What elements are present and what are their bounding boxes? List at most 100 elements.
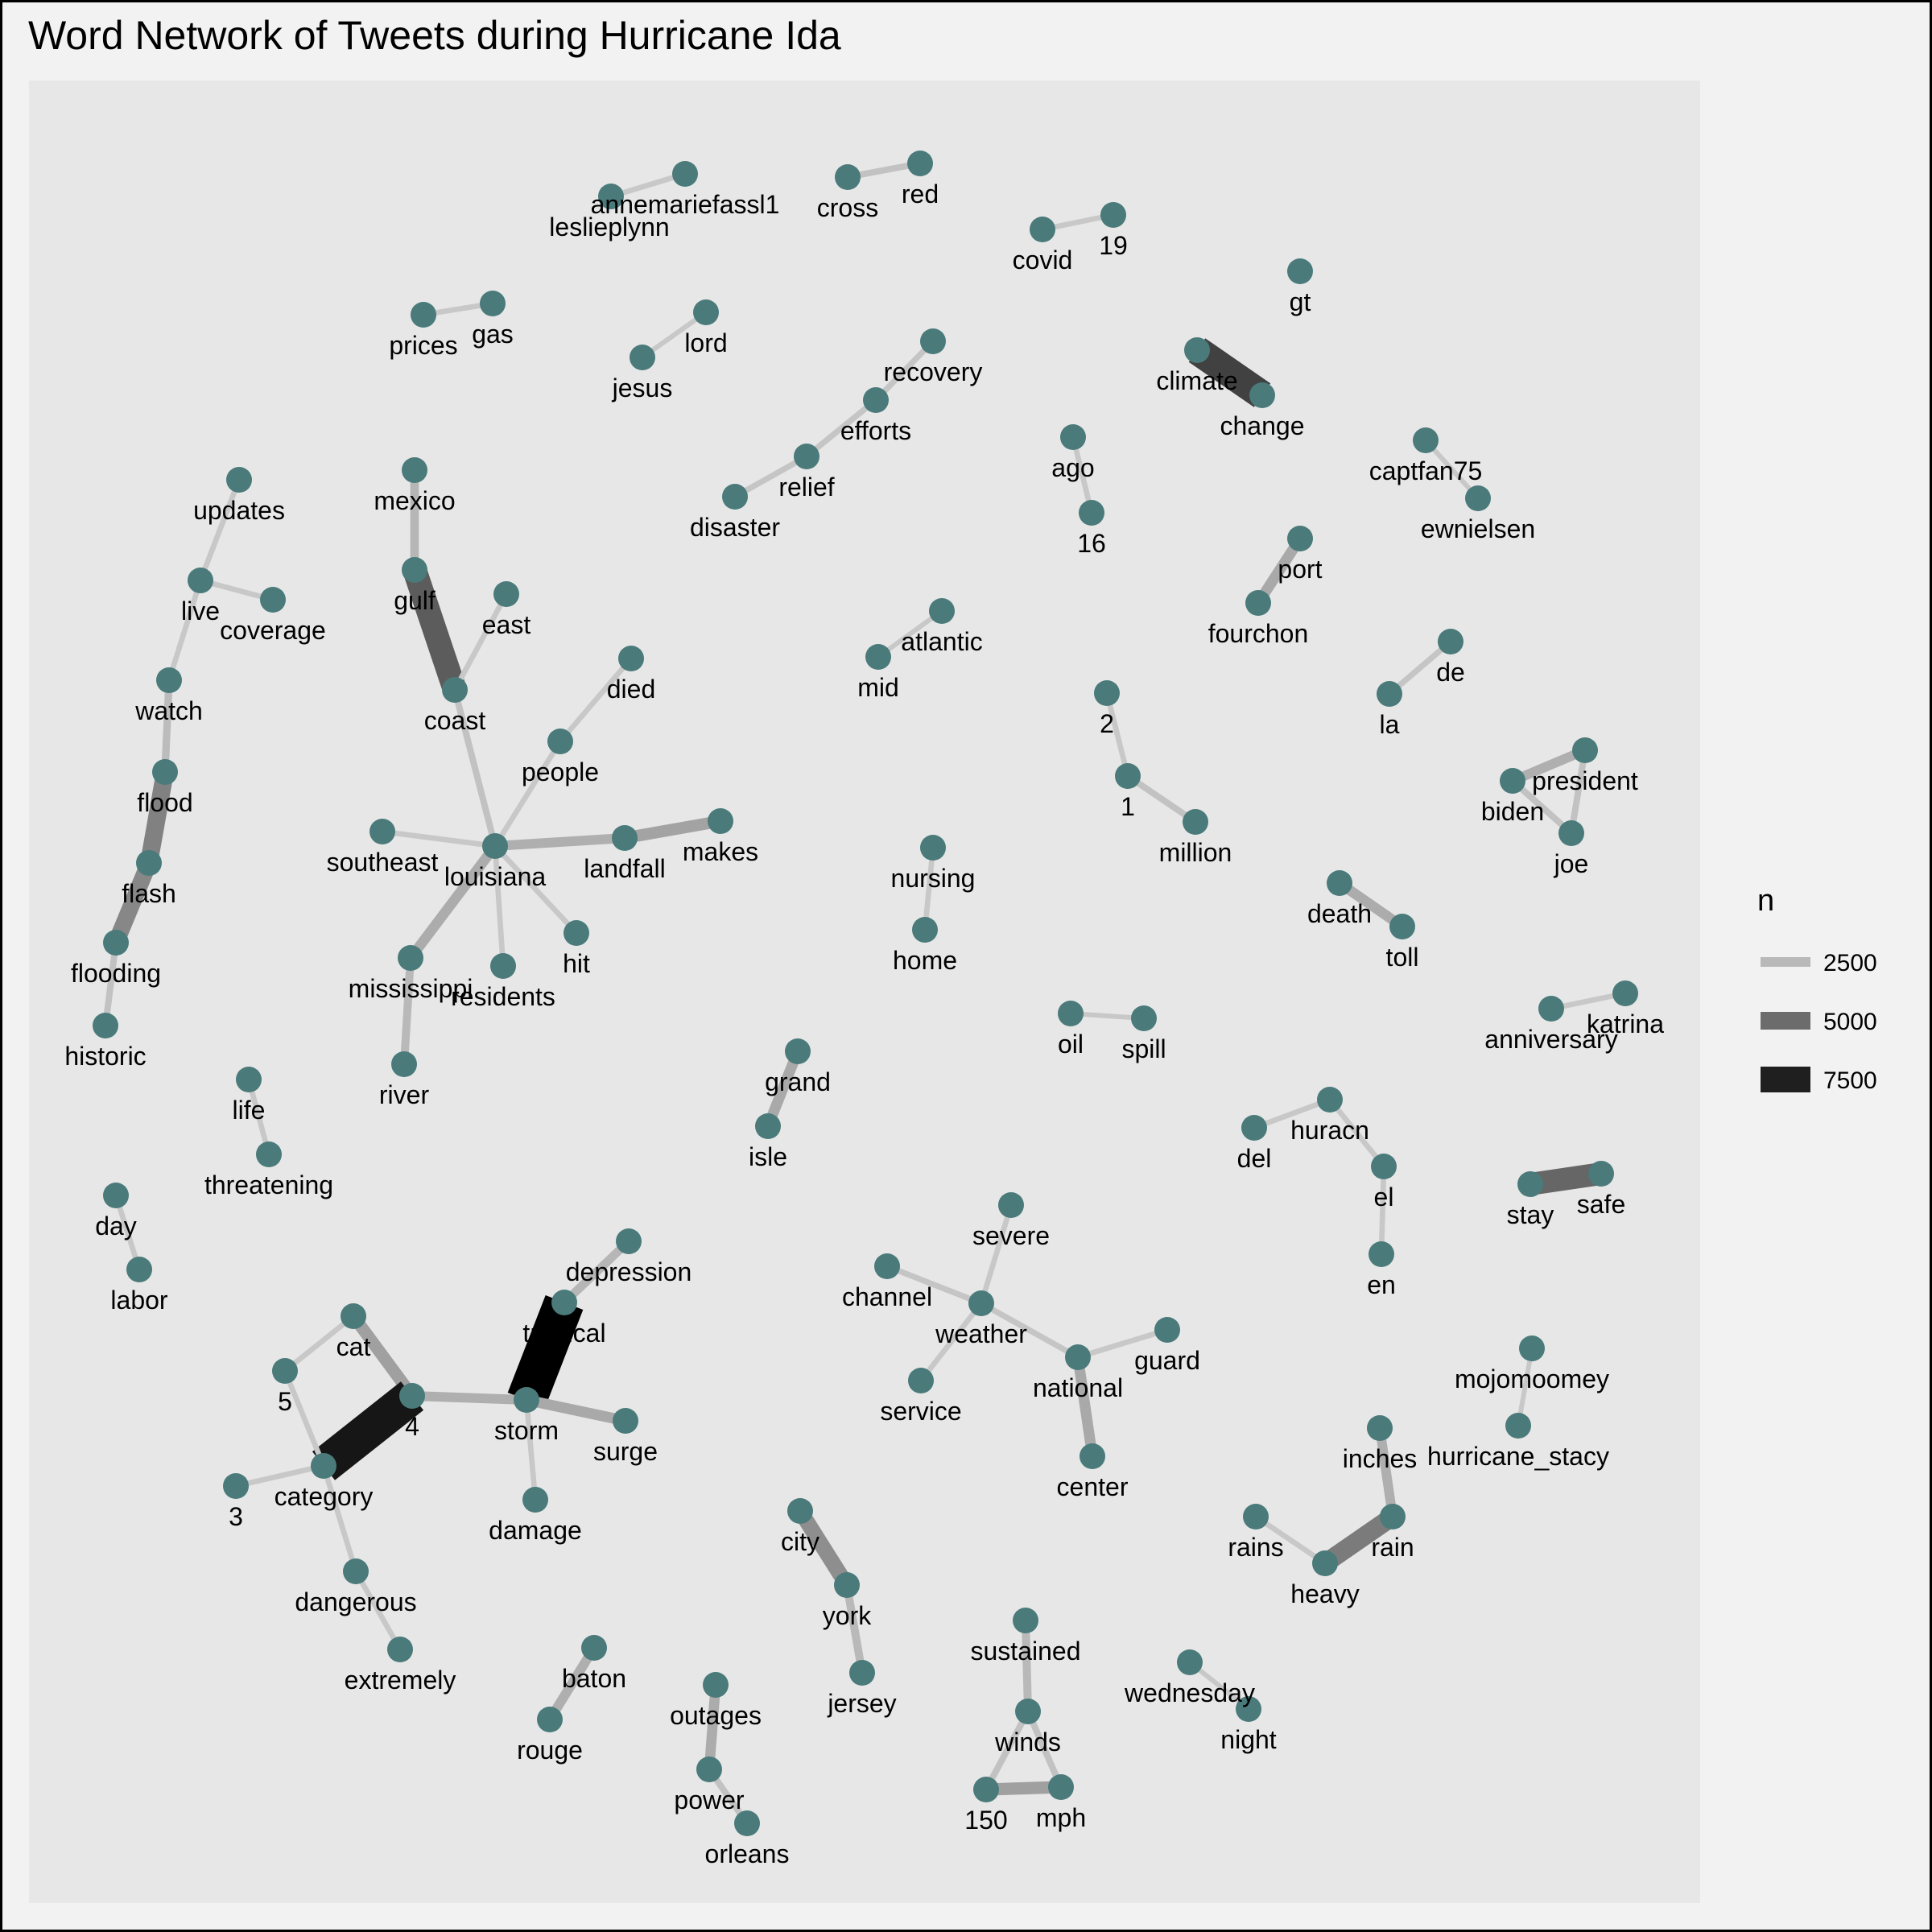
node-damage bbox=[522, 1487, 548, 1513]
node-surge bbox=[613, 1408, 638, 1434]
node-label-climate: climate bbox=[1156, 366, 1237, 395]
node-label-dangerous: dangerous bbox=[295, 1587, 416, 1616]
node-label-flooding: flooding bbox=[71, 959, 161, 988]
node-lord bbox=[693, 299, 719, 325]
node-million bbox=[1183, 809, 1208, 835]
edge-1-million bbox=[1125, 773, 1198, 825]
node-label-mph: mph bbox=[1036, 1803, 1086, 1832]
node-river bbox=[391, 1051, 417, 1077]
node-label-spill: spill bbox=[1121, 1034, 1166, 1063]
node-fourchon bbox=[1245, 590, 1271, 616]
node-label-ago: ago bbox=[1051, 453, 1094, 482]
edge-tropical-depression bbox=[561, 1238, 632, 1306]
node-label-threatening: threatening bbox=[204, 1170, 333, 1199]
node-threatening bbox=[256, 1141, 282, 1167]
node-label-louisiana: louisiana bbox=[444, 862, 547, 891]
edge-national-guard bbox=[1077, 1327, 1168, 1360]
node-label-power: power bbox=[674, 1785, 745, 1814]
edge-flash-flood bbox=[140, 770, 174, 865]
node-heavy bbox=[1312, 1550, 1338, 1576]
node-outages bbox=[703, 1672, 729, 1698]
node-mississippi bbox=[398, 945, 423, 971]
node-label-16: 16 bbox=[1077, 529, 1106, 558]
node-label-gt: gt bbox=[1290, 287, 1311, 316]
node-label-hit: hit bbox=[563, 949, 590, 978]
node-efforts bbox=[863, 387, 889, 413]
node-jesus bbox=[630, 345, 655, 370]
node-day bbox=[103, 1183, 129, 1208]
node-label-gulf: gulf bbox=[394, 586, 436, 615]
node-night bbox=[1236, 1696, 1261, 1722]
node-death bbox=[1327, 870, 1352, 896]
node-en bbox=[1368, 1241, 1394, 1267]
node-label-cat: cat bbox=[336, 1332, 371, 1361]
edge-day-labor bbox=[113, 1194, 142, 1271]
node-3 bbox=[223, 1473, 249, 1499]
node-ago bbox=[1060, 424, 1086, 450]
node-label-rain: rain bbox=[1371, 1533, 1414, 1562]
node-york bbox=[834, 1572, 860, 1598]
node-label-grand: grand bbox=[765, 1067, 831, 1096]
edge-louisiana-coast bbox=[452, 689, 498, 847]
node-label-inches: inches bbox=[1343, 1444, 1418, 1473]
node-label-mexico: mexico bbox=[374, 486, 455, 515]
node-label-hurricane_stacy: hurricane_stacy bbox=[1427, 1442, 1609, 1471]
edge-captfan75-ewnielsen bbox=[1423, 438, 1480, 501]
edge-del-huracn bbox=[1253, 1096, 1331, 1131]
edge-outages-power bbox=[704, 1684, 721, 1770]
node-updates bbox=[226, 467, 252, 493]
node-east bbox=[493, 581, 519, 607]
node-leslieplynn bbox=[598, 184, 624, 209]
node-cross bbox=[835, 164, 861, 190]
node-recovery bbox=[920, 328, 946, 354]
edge-louisiana-residents bbox=[492, 845, 506, 967]
node-rains bbox=[1243, 1504, 1269, 1530]
node-label-east: east bbox=[482, 610, 531, 639]
node-flood bbox=[152, 759, 178, 785]
node-mid bbox=[865, 644, 891, 670]
node-label-labor: labor bbox=[110, 1286, 168, 1315]
node-label-port: port bbox=[1278, 555, 1322, 584]
node-atlantic bbox=[929, 598, 955, 624]
node-president bbox=[1572, 737, 1598, 763]
edge-coast-east bbox=[452, 592, 509, 691]
edge-cat-4 bbox=[348, 1312, 418, 1400]
node-life bbox=[236, 1067, 262, 1092]
node-label-died: died bbox=[607, 675, 656, 704]
edge-channel-weather bbox=[886, 1263, 983, 1307]
node-label-captfan75: captfan75 bbox=[1369, 456, 1483, 485]
node-label-city: city bbox=[781, 1527, 819, 1556]
node-label-prices: prices bbox=[389, 331, 457, 360]
edge-life-threatening bbox=[246, 1079, 272, 1155]
edge-national-center bbox=[1072, 1356, 1098, 1457]
edge-disaster-relief bbox=[733, 453, 808, 500]
node-label-2: 2 bbox=[1100, 709, 1114, 738]
node-guard bbox=[1154, 1317, 1180, 1343]
edge-2-1 bbox=[1104, 692, 1131, 777]
node-el bbox=[1371, 1154, 1397, 1179]
node-joe bbox=[1558, 820, 1584, 846]
edge-landfall-makes bbox=[623, 815, 722, 844]
legend-label-5000: 5000 bbox=[1823, 1009, 1877, 1035]
node-label-150: 150 bbox=[964, 1806, 1007, 1835]
node-home bbox=[912, 917, 938, 943]
node-label-disaster: disaster bbox=[690, 513, 780, 542]
edge-category-4 bbox=[312, 1381, 424, 1480]
node-4 bbox=[399, 1383, 425, 1409]
node-label-del: del bbox=[1237, 1144, 1272, 1173]
node-label-joe: joe bbox=[1554, 849, 1589, 878]
node-label-baton: baton bbox=[562, 1664, 626, 1693]
node-residents bbox=[490, 953, 516, 979]
plot-panel bbox=[29, 80, 1700, 1903]
edge-3-category bbox=[235, 1463, 324, 1489]
edge-winds-150 bbox=[983, 1710, 1031, 1791]
edge-flash-flooding bbox=[108, 860, 157, 946]
node-labor bbox=[126, 1257, 152, 1282]
node-inches bbox=[1367, 1415, 1393, 1441]
node-19 bbox=[1100, 202, 1126, 228]
node-label-safe: safe bbox=[1577, 1190, 1625, 1219]
chart-title: Word Network of Tweets during Hurricane … bbox=[28, 13, 841, 58]
node-label-fourchon: fourchon bbox=[1208, 619, 1309, 648]
node-weather bbox=[968, 1290, 994, 1316]
